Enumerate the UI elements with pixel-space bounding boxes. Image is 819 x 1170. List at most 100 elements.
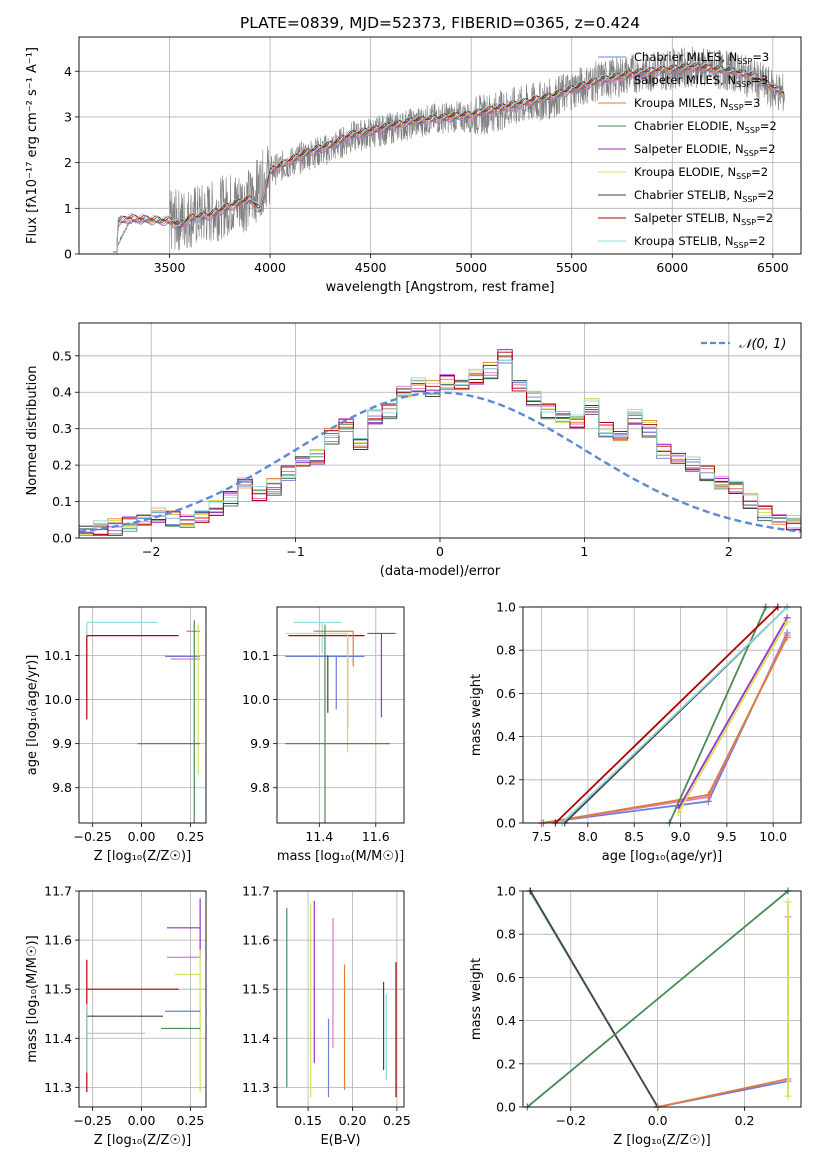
residuals-ytick-label: 0.3 <box>52 421 72 436</box>
age_vs_Z-ytick-label: 10.0 <box>44 692 72 707</box>
legend-label-suffix: =2 <box>760 119 777 133</box>
spectrum-ytick-label: 3 <box>64 109 72 124</box>
spectrum-ytick-label: 4 <box>64 64 72 79</box>
mass_vs_Z-xlabel: Z [log₁₀(Z/Z☉)] <box>94 1133 191 1148</box>
mass_vs_ebv-axes: 0.15 0.20 0.25 11.3 11.4 11.5 11.6 11.7 <box>242 884 411 1129</box>
legend-label-main: Kroupa MILES, N <box>634 96 729 110</box>
spectrum-xlabel: wavelength [Angstrom, rest frame] <box>326 280 555 295</box>
legend-label-main: Kroupa STELIB, N <box>634 234 734 248</box>
legend-label-suffix: =2 <box>759 142 776 156</box>
weight_vs_Z-xtick-label: −0.2 <box>556 1113 586 1128</box>
weight_vs_age-xtick-label: 9.0 <box>671 829 691 844</box>
model-fit-line <box>113 63 785 253</box>
residuals-frame <box>78 322 802 539</box>
weight_vs_Z-xtick-label: 0.2 <box>735 1113 755 1128</box>
residual-histogram-step <box>79 349 801 536</box>
residuals-ytick-label: 0.0 <box>52 531 72 546</box>
weight_vs_age-ytick-label: 0.0 <box>496 816 516 831</box>
age_vs_Z-ytick-label: 9.9 <box>52 736 72 751</box>
mass-weight-line <box>541 632 788 824</box>
legend-label-sub: SSP <box>729 103 744 112</box>
mass_vs_Z-xtick-label: −0.25 <box>74 1113 112 1128</box>
age_vs_Z-ylabel: age [log₁₀(age/yr)] <box>25 655 40 776</box>
weight_vs_age-ytick-label: 0.8 <box>496 643 516 658</box>
legend-label-sub: SSP <box>744 149 759 158</box>
weight_vs_age-frame <box>522 606 802 824</box>
legend-label-sub: SSP <box>741 218 756 227</box>
legend-label: Salpeter ELODIE, NSSP=2 <box>634 142 776 158</box>
mass_vs_ebv-plot-area <box>286 900 397 1098</box>
legend-label: Kroupa MILES, NSSP=3 <box>634 96 760 112</box>
mass-weight-line <box>677 617 788 809</box>
residuals-ylabel: Normed distribution <box>25 366 40 496</box>
mass_vs_Z-ytick-label: 11.4 <box>44 1031 72 1046</box>
residuals-xtick-label: −1 <box>286 544 304 559</box>
legend-label-main: Salpeter ELODIE, N <box>634 142 744 156</box>
weight_vs_Z-ytick-label: 0.2 <box>496 1056 516 1071</box>
age_vs_mass-axes: 11.4 11.6 9.8 9.9 10.0 10.1 <box>242 607 404 844</box>
weight_vs_Z-ytick-label: 0.0 <box>496 1100 516 1115</box>
weight_vs_age-xlabel: age [log₁₀(age/yr)] <box>602 849 723 864</box>
mass-weight-marker <box>783 618 791 626</box>
mass_vs_Z-ytick-label: 11.3 <box>44 1080 72 1095</box>
weight_vs_Z-axes: −0.2 0.0 0.2 0.0 0.2 0.4 0.6 0.8 1.0 <box>496 884 801 1128</box>
spectrum-ylabel: Flux [fλ10⁻¹⁷ erg cm⁻² s⁻¹ A⁻¹] <box>25 47 40 244</box>
residual-histogram-step <box>79 360 801 533</box>
age_vs_mass-ytick-label: 10.0 <box>242 692 270 707</box>
model-fit-line <box>113 61 785 253</box>
spectrum-plot-area <box>113 46 785 254</box>
mass_vs_ebv-ytick-label: 11.6 <box>242 933 270 948</box>
legend-label-sub: SSP <box>734 241 749 250</box>
mass_vs_Z-ytick-label: 11.6 <box>44 933 72 948</box>
mass_vs_ebv-ytick-label: 11.3 <box>242 1080 270 1095</box>
age_vs_mass-plot-area <box>285 621 396 823</box>
residual-histogram-step <box>79 356 801 536</box>
mass-weight-line <box>529 890 659 1108</box>
mass_vs_Z-axes: −0.25 0.00 0.25 11.3 11.4 11.5 11.6 11.7 <box>44 884 206 1128</box>
mass-weight-line <box>677 621 788 813</box>
legend-label-main: Kroupa ELODIE, N <box>634 165 736 179</box>
mass-weight-line <box>657 1078 789 1108</box>
mass_vs_Z-plot-area <box>86 898 201 1093</box>
mass_vs_Z-frame <box>78 890 207 1108</box>
legend-label: Salpeter MILES, NSSP=3 <box>634 73 768 89</box>
weight_vs_age-xtick-label: 8.0 <box>578 829 598 844</box>
mass_vs_ebv-xlabel: E(B-V) <box>320 1133 360 1148</box>
residual-histogram-step <box>79 359 801 535</box>
spectrum-ytick-label: 2 <box>64 155 72 170</box>
legend-label-suffix: =3 <box>752 50 769 64</box>
residuals-xtick-label: −2 <box>142 544 160 559</box>
figure-title: PLATE=0839, MJD=52373, FIBERID=0365, z=0… <box>240 14 640 32</box>
legend-label: Kroupa STELIB, NSSP=2 <box>634 234 765 250</box>
spectrum-xtick-label: 6500 <box>757 260 789 275</box>
legend-label-sub: SSP <box>742 195 757 204</box>
spectrum-xtick-label: 3500 <box>154 260 186 275</box>
legend-label-sub: SSP <box>736 80 751 89</box>
legend-label-suffix: =3 <box>744 96 761 110</box>
age_vs_mass-xtick-label: 11.6 <box>362 829 390 844</box>
mass-weight-line <box>541 634 788 824</box>
legend-label-main: Chabrier ELODIE, N <box>634 119 745 133</box>
residuals-ytick-label: 0.2 <box>52 458 72 473</box>
legend-label-suffix: =2 <box>756 211 773 225</box>
mass_vs_Z-xtick-label: 0.00 <box>128 1113 156 1128</box>
weight_vs_age-ytick-label: 0.6 <box>496 686 516 701</box>
normal-distribution-curve <box>79 391 801 533</box>
legend-label-sub: SSP <box>745 126 760 135</box>
age_vs_mass-xtick-label: 11.4 <box>305 829 333 844</box>
residuals-axes: −2 −1 0 1 2 0.0 0.1 0.2 0.3 0.4 0.5 <box>52 323 801 559</box>
residual-histogram-step <box>79 348 801 535</box>
mass_vs_ebv-xtick-label: 0.20 <box>339 1113 367 1128</box>
age_vs_Z-ytick-label: 10.1 <box>44 648 72 663</box>
spectrum-xtick-label: 4500 <box>355 260 387 275</box>
legend-label-suffix: =2 <box>749 234 766 248</box>
age_vs_Z-xlabel: Z [log₁₀(Z/Z☉)] <box>94 849 191 864</box>
residual-histogram-step <box>79 355 801 536</box>
age_vs_mass-ytick-label: 10.1 <box>242 648 270 663</box>
residuals-ytick-label: 0.1 <box>52 494 72 509</box>
weight_vs_age-axes: 7.5 8.0 8.5 9.0 9.5 10.0 0.0 0.2 0.4 0.6 0.8 1.0 <box>496 600 801 844</box>
weight_vs_Z-ytick-label: 0.4 <box>496 1013 516 1028</box>
age_vs_Z-axes: −0.25 0.00 0.25 9.8 9.9 10.0 10.1 <box>44 607 206 844</box>
legend-label-suffix: =2 <box>757 188 774 202</box>
